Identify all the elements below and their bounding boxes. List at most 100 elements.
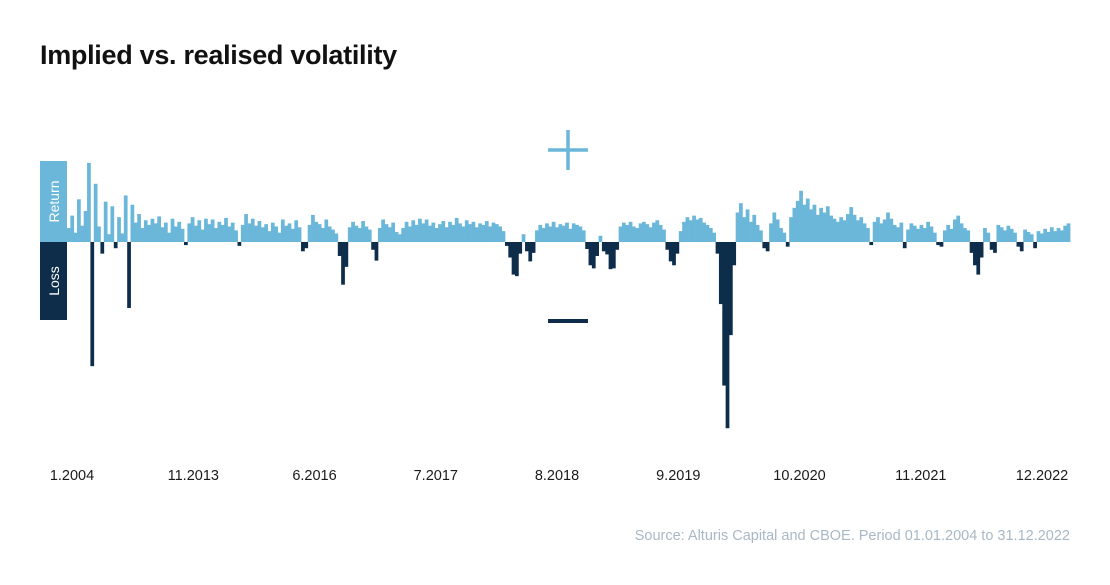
data-bar	[769, 223, 773, 242]
data-bar	[732, 242, 737, 266]
data-bar	[558, 224, 563, 242]
data-bar	[401, 228, 406, 242]
data-bar	[959, 223, 964, 242]
x-tick-label: 1.2004	[50, 468, 94, 484]
data-bar	[799, 190, 803, 242]
data-bar	[835, 221, 840, 242]
data-bar	[357, 228, 362, 242]
data-bar	[802, 204, 807, 242]
data-bar	[277, 232, 282, 242]
data-bar	[444, 227, 449, 242]
data-bar	[976, 242, 981, 275]
data-bar	[367, 229, 372, 242]
data-bar	[682, 221, 686, 242]
data-bar	[337, 242, 342, 256]
data-bar	[859, 217, 864, 242]
data-bar	[260, 227, 265, 242]
data-bar	[876, 217, 880, 242]
data-bar	[331, 229, 335, 242]
plus-icon	[548, 130, 588, 170]
data-bar	[97, 226, 101, 242]
data-bar	[143, 220, 148, 242]
data-bar	[715, 242, 720, 254]
data-bar	[658, 224, 663, 242]
data-bar	[942, 230, 947, 242]
data-bar	[601, 242, 606, 252]
data-bar	[508, 242, 513, 258]
data-bar	[852, 214, 857, 242]
data-bar	[414, 224, 419, 242]
data-bar	[695, 219, 700, 242]
data-bar	[254, 225, 258, 242]
data-bar	[1019, 242, 1024, 252]
data-bar	[932, 232, 937, 242]
data-bar	[665, 242, 670, 250]
data-bar	[672, 242, 676, 266]
data-bar	[785, 242, 790, 247]
data-bar	[234, 230, 238, 242]
data-bar	[210, 219, 215, 242]
data-bar	[555, 227, 559, 242]
data-bar	[381, 219, 386, 242]
data-bar	[451, 224, 456, 242]
data-bar	[1066, 223, 1071, 242]
data-bar	[130, 204, 135, 242]
data-bar	[829, 215, 834, 242]
data-bar	[668, 242, 673, 262]
data-bar	[866, 228, 870, 242]
data-bar	[625, 224, 630, 242]
data-bar	[846, 214, 850, 242]
data-bar	[966, 230, 971, 242]
data-bar	[525, 242, 529, 252]
data-bar	[762, 242, 767, 249]
data-bar	[642, 221, 646, 242]
data-bar	[605, 242, 610, 255]
data-bar	[117, 217, 121, 242]
data-bar	[267, 231, 272, 242]
data-bar	[902, 242, 907, 249]
data-bar	[916, 228, 920, 242]
data-bar	[284, 225, 289, 242]
data-bar	[531, 242, 536, 253]
data-bar	[194, 225, 198, 242]
x-tick-label: 6.2016	[292, 468, 336, 484]
return-tag-label: Return	[46, 180, 62, 222]
data-bar	[528, 242, 533, 262]
data-bar	[270, 222, 275, 242]
data-bar	[809, 209, 813, 242]
data-bar	[1009, 228, 1014, 242]
data-bar	[431, 222, 436, 242]
data-bar	[1016, 242, 1021, 247]
data-bar	[912, 225, 917, 242]
data-bar	[759, 230, 763, 242]
data-bar	[708, 228, 713, 242]
data-bar	[792, 207, 797, 242]
data-bar	[327, 226, 332, 242]
data-bar	[521, 234, 526, 242]
data-bar	[120, 233, 125, 242]
data-bar	[240, 224, 245, 242]
data-bar	[585, 242, 589, 249]
data-bar	[244, 214, 248, 242]
data-bar	[819, 207, 823, 242]
data-bar	[675, 242, 680, 254]
data-bar	[187, 223, 192, 242]
loss-tag	[40, 242, 67, 320]
data-bar	[1039, 233, 1044, 242]
data-bar	[588, 242, 593, 266]
data-bar	[100, 242, 105, 254]
data-bar	[832, 218, 837, 242]
data-bar	[421, 223, 426, 242]
data-bar	[140, 228, 145, 242]
data-bar	[468, 224, 472, 242]
data-bar	[986, 232, 991, 242]
data-bar	[498, 226, 503, 242]
data-bar	[545, 223, 549, 242]
data-bar	[361, 221, 365, 242]
data-bar	[1049, 227, 1054, 242]
data-bar	[397, 234, 402, 242]
x-tick-label: 11.2013	[168, 468, 219, 484]
data-bar	[575, 224, 579, 242]
data-bar	[488, 226, 492, 242]
data-bar	[230, 222, 235, 242]
